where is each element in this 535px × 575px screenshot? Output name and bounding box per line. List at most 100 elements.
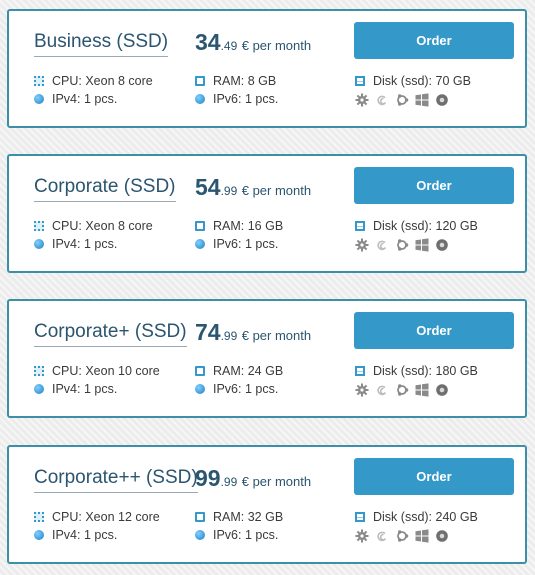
ubuntu-icon	[397, 94, 409, 106]
spec-cpu-label: CPU: Xeon 12 core	[52, 510, 160, 524]
spec-ipv4: IPv4: 1 pcs.	[34, 92, 117, 106]
spec-ram-label: RAM: 16 GB	[213, 219, 284, 233]
os-icon-list	[355, 93, 449, 107]
globe-icon	[195, 239, 205, 249]
plan-price: 99.99 € per month	[195, 465, 311, 492]
plan-name: Corporate++ (SSD)	[34, 467, 198, 493]
spec-ram-label: RAM: 8 GB	[213, 74, 277, 88]
globe-icon	[195, 94, 205, 104]
globe-icon	[195, 530, 205, 540]
price-integer: 54	[195, 174, 221, 200]
debian-icon	[377, 385, 387, 396]
price-decimal: .99	[220, 329, 238, 343]
spec-ipv4-label: IPv4: 1 pcs.	[52, 92, 118, 106]
spec-ipv6-label: IPv6: 1 pcs.	[213, 237, 279, 251]
ram-icon	[195, 76, 205, 86]
globe-icon	[34, 384, 44, 394]
spec-disk: Disk (ssd): 120 GB	[355, 219, 478, 233]
globe-icon	[34, 94, 44, 104]
spec-ram: RAM: 32 GB	[195, 510, 283, 524]
spec-ram: RAM: 16 GB	[195, 219, 283, 233]
debian-icon	[377, 95, 387, 106]
globe-icon	[34, 239, 44, 249]
spec-ipv6: IPv6: 1 pcs.	[195, 528, 278, 542]
os-icon-list	[355, 383, 449, 397]
spec-ram: RAM: 8 GB	[195, 74, 276, 88]
spec-cpu: CPU: Xeon 8 core	[34, 74, 153, 88]
disk-icon	[355, 366, 365, 376]
spec-cpu: CPU: Xeon 8 core	[34, 219, 153, 233]
debian-icon	[377, 531, 387, 542]
order-button[interactable]: Order	[354, 458, 514, 495]
plan-price: 54.99 € per month	[195, 174, 311, 201]
freebsd-icon	[355, 93, 369, 107]
spec-cpu: CPU: Xeon 12 core	[34, 510, 160, 524]
spec-ipv6: IPv6: 1 pcs.	[195, 237, 278, 251]
windows-icon	[415, 383, 429, 397]
centos-icon	[436, 530, 448, 542]
os-icon-list	[355, 529, 449, 543]
windows-icon	[415, 238, 429, 252]
spec-ram-label: RAM: 32 GB	[213, 510, 284, 524]
spec-cpu: CPU: Xeon 10 core	[34, 364, 160, 378]
centos-icon	[436, 94, 448, 106]
price-period: € per month	[241, 328, 312, 343]
price-decimal: .99	[220, 475, 238, 489]
plan-name: Business (SSD)	[34, 31, 169, 57]
spec-ram-label: RAM: 24 GB	[213, 364, 284, 378]
ubuntu-icon	[397, 239, 409, 251]
ram-icon	[195, 366, 205, 376]
spec-disk: Disk (ssd): 180 GB	[355, 364, 478, 378]
spec-ipv4-label: IPv4: 1 pcs.	[52, 382, 118, 396]
price-period: € per month	[241, 38, 312, 53]
plan-name: Corporate+ (SSD)	[34, 321, 187, 347]
order-button[interactable]: Order	[354, 22, 514, 59]
plan-card: Corporate+ (SSD) 74.99 € per month Order…	[7, 299, 527, 418]
spec-disk-label: Disk (ssd): 120 GB	[373, 219, 478, 233]
centos-icon	[436, 384, 448, 396]
price-decimal: .99	[220, 184, 238, 198]
plan-price: 74.99 € per month	[195, 319, 311, 346]
plan-card: Business (SSD) 34.49 € per month Order C…	[7, 9, 527, 128]
spec-ipv4-label: IPv4: 1 pcs.	[52, 528, 118, 542]
price-decimal: .49	[220, 39, 238, 53]
spec-cpu-label: CPU: Xeon 10 core	[52, 364, 160, 378]
order-button[interactable]: Order	[354, 167, 514, 204]
disk-icon	[355, 76, 365, 86]
spec-ipv6-label: IPv6: 1 pcs.	[213, 382, 279, 396]
disk-icon	[355, 512, 365, 522]
cpu-icon	[34, 512, 44, 522]
price-period: € per month	[241, 474, 312, 489]
spec-disk-label: Disk (ssd): 180 GB	[373, 364, 478, 378]
spec-disk: Disk (ssd): 240 GB	[355, 510, 478, 524]
order-button[interactable]: Order	[354, 312, 514, 349]
spec-ipv6-label: IPv6: 1 pcs.	[213, 528, 279, 542]
spec-ipv6: IPv6: 1 pcs.	[195, 92, 278, 106]
ubuntu-icon	[397, 384, 409, 396]
spec-cpu-label: CPU: Xeon 8 core	[52, 219, 153, 233]
plan-card: Corporate (SSD) 54.99 € per month Order …	[7, 154, 527, 273]
price-integer: 34	[195, 29, 221, 55]
windows-icon	[415, 529, 429, 543]
cpu-icon	[34, 76, 44, 86]
disk-icon	[355, 221, 365, 231]
spec-disk-label: Disk (ssd): 240 GB	[373, 510, 478, 524]
spec-ipv4-label: IPv4: 1 pcs.	[52, 237, 118, 251]
spec-ipv6: IPv6: 1 pcs.	[195, 382, 278, 396]
price-integer: 74	[195, 319, 221, 345]
spec-ipv4: IPv4: 1 pcs.	[34, 382, 117, 396]
plan-price: 34.49 € per month	[195, 29, 311, 56]
windows-icon	[415, 93, 429, 107]
ubuntu-icon	[397, 530, 409, 542]
spec-ipv4: IPv4: 1 pcs.	[34, 237, 117, 251]
spec-ram: RAM: 24 GB	[195, 364, 283, 378]
globe-icon	[34, 530, 44, 540]
globe-icon	[195, 384, 205, 394]
plan-name: Corporate (SSD)	[34, 176, 176, 202]
spec-disk-label: Disk (ssd): 70 GB	[373, 74, 471, 88]
freebsd-icon	[355, 529, 369, 543]
spec-ipv6-label: IPv6: 1 pcs.	[213, 92, 279, 106]
spec-cpu-label: CPU: Xeon 8 core	[52, 74, 153, 88]
freebsd-icon	[355, 238, 369, 252]
cpu-icon	[34, 221, 44, 231]
